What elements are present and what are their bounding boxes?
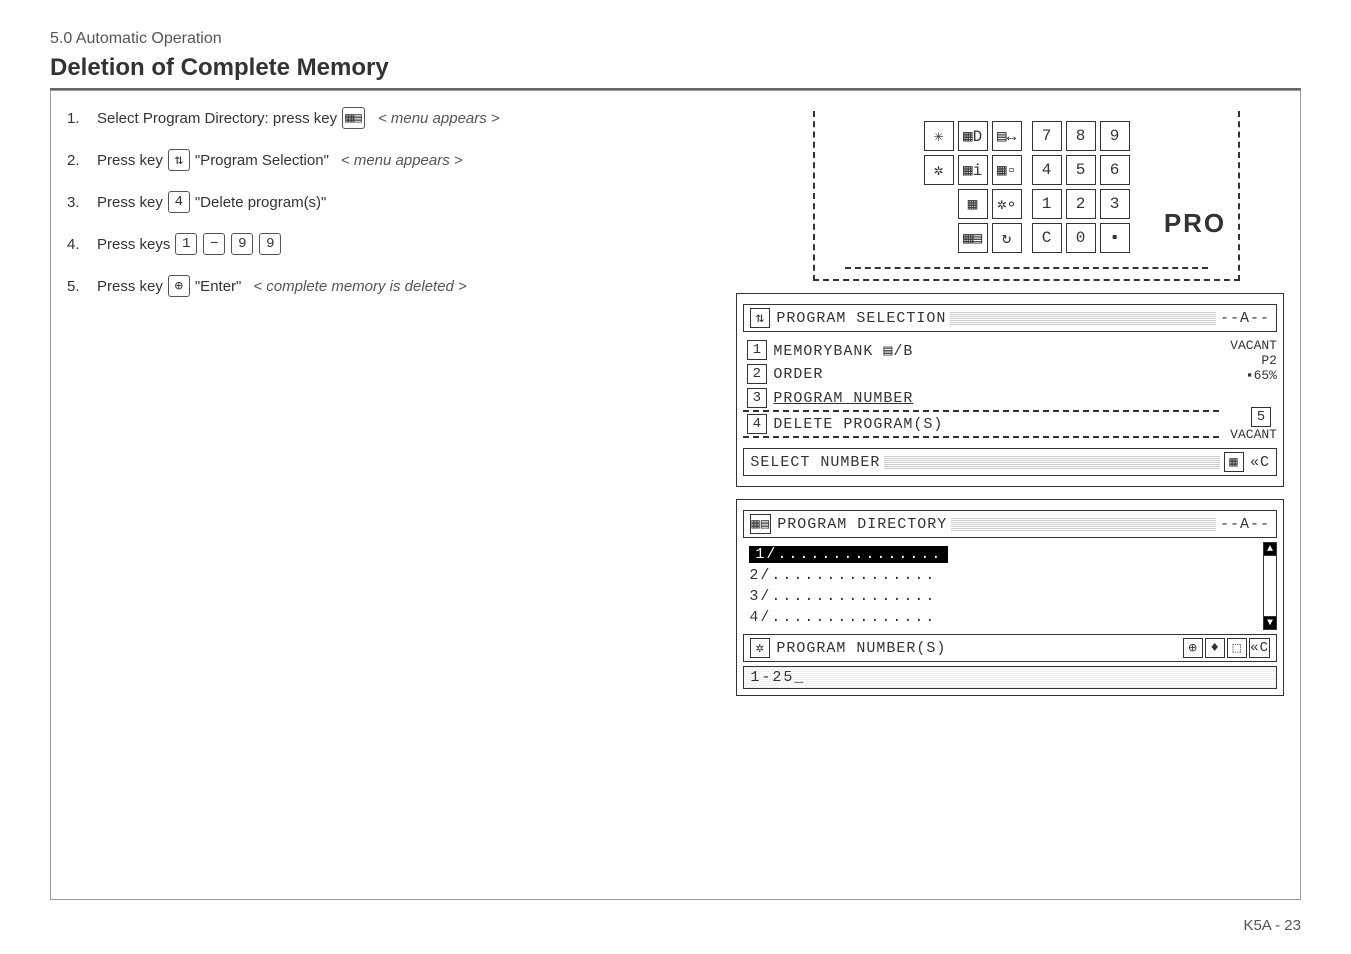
keypad-key[interactable]: 1 [1032,189,1062,219]
keypad-key[interactable]: 6 [1100,155,1130,185]
menu-item[interactable]: 3PROGRAM NUMBER [743,386,1219,410]
page-footer: K5A - 23 [1243,917,1301,934]
step: 2.Press key⇅"Program Selection"< menu ap… [67,149,716,171]
directory-footer-label: PROGRAM NUMBER(S) [776,640,946,657]
keypad-key[interactable]: 3 [1100,189,1130,219]
keycap: ⊕ [168,275,190,297]
footer-icon[interactable]: ⊕ [1183,638,1203,658]
directory-corner: --A-- [1220,516,1270,533]
keycap: − [203,233,225,255]
keypad-key[interactable]: 7 [1032,121,1062,151]
keypad-key[interactable]: 8 [1066,121,1096,151]
keypad-key[interactable]: ▦i [958,155,988,185]
keycap: 1 [175,233,197,255]
program-entry[interactable]: 2/............... [749,565,1251,586]
menu-item[interactable]: 4DELETE PROGRAM(S) [743,410,1219,438]
keypad-key[interactable]: ▪ [1100,223,1130,253]
keypad-illustration: ✳▦D▤↔ ✲▦i▦▫▦✲∘▦▤↻ 789 456 123 C0▪ PRO [813,111,1240,281]
program-entry[interactable]: 3/............... [749,586,1251,607]
menu-item[interactable]: 2ORDER [743,362,1219,386]
program-entry[interactable]: 1/............... [749,544,1251,565]
selection-side-info: VACANT P2 ▪65% 5VACANT [1219,338,1277,442]
footer-icon[interactable]: «C [1249,638,1270,658]
footer-icon[interactable]: ♦ [1205,638,1225,658]
selection-footer: SELECT NUMBER [750,454,880,471]
step: 3.Press key4"Delete program(s)" [67,191,716,213]
keycap: 4 [168,191,190,213]
keypad-key[interactable]: C [1032,223,1062,253]
keypad-key[interactable]: ✲ [924,155,954,185]
keypad-key[interactable]: ▦▤ [958,223,988,253]
page-title: Deletion of Complete Memory [50,54,1301,90]
program-number-input[interactable]: 1-25_ [743,666,1277,689]
keypad-num-grid: 789 456 123 C0▪ [1032,121,1130,253]
selection-title: PROGRAM SELECTION [776,310,946,327]
menu-item[interactable]: 1MEMORYBANK ▤/B [743,338,1219,362]
keycap: 9 [259,233,281,255]
keypad-key[interactable]: 0 [1066,223,1096,253]
keypad-key[interactable]: ✳ [924,121,954,151]
program-directory-screen: ▦▤ PROGRAM DIRECTORY --A-- 1/...........… [736,499,1284,696]
directory-footer-icon: ✲ [750,638,770,658]
keypad-key[interactable]: 4 [1032,155,1062,185]
program-selection-screen: ⇅ PROGRAM SELECTION --A-- 1MEMORYBANK ▤/… [736,293,1284,487]
keycap: 9 [231,233,253,255]
step: 4.Press keys1−99 [67,233,716,255]
keypad-key[interactable]: ✲∘ [992,189,1022,219]
footer-icon[interactable]: ⬚ [1227,638,1247,658]
keycap: ▦▤ [342,107,365,129]
keypad-key[interactable]: 5 [1066,155,1096,185]
selection-corner: --A-- [1220,310,1270,327]
brand-label: PRO [1164,208,1226,239]
keycap: ⇅ [168,149,190,171]
breadcrumb: 5.0 Automatic Operation [50,30,1301,48]
program-entry[interactable]: 4/............... [749,607,1251,628]
step: 5.Press key⊕"Enter"< complete memory is … [67,275,716,297]
content-frame: 1.Select Program Directory: press key▦▤<… [50,90,1301,900]
keypad-key[interactable]: ↻ [992,223,1022,253]
illustrations-column: ✳▦D▤↔✲▦i▦▫▦✲∘▦▤↻ 789456123C0▪ PRO ⇅ PROG… [736,107,1284,883]
keypad-key[interactable]: ▦D [958,121,988,151]
steps-column: 1.Select Program Directory: press key▦▤<… [67,107,736,883]
keypad-key[interactable]: 9 [1100,121,1130,151]
keypad-key[interactable]: ▤↔ [992,121,1022,151]
keypad-left-grid: ✳▦D▤↔ ✲▦i▦▫▦✲∘▦▤↻ [924,121,1022,253]
directory-title: PROGRAM DIRECTORY [777,516,947,533]
keypad-key[interactable]: ▦ [958,189,988,219]
directory-icon: ▦▤ [750,514,771,534]
selection-icon: ⇅ [750,308,770,328]
step: 1.Select Program Directory: press key▦▤<… [67,107,716,129]
grid-icon: ▦ [1224,452,1244,472]
keypad-key[interactable]: ▦▫ [992,155,1022,185]
keypad-key[interactable]: 2 [1066,189,1096,219]
scrollbar[interactable]: ▲ ▼ [1263,542,1277,630]
